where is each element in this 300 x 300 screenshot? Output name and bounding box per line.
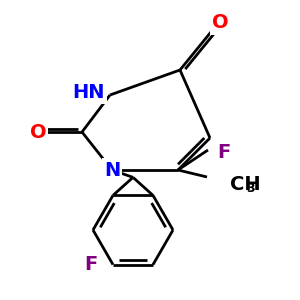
Text: 3: 3 [246,182,255,194]
Text: N: N [104,160,120,179]
Text: O: O [212,14,228,32]
Text: HN: HN [73,82,105,101]
Text: CH: CH [230,176,261,194]
Text: F: F [218,142,231,161]
Text: F: F [84,255,98,274]
Text: O: O [30,122,46,142]
